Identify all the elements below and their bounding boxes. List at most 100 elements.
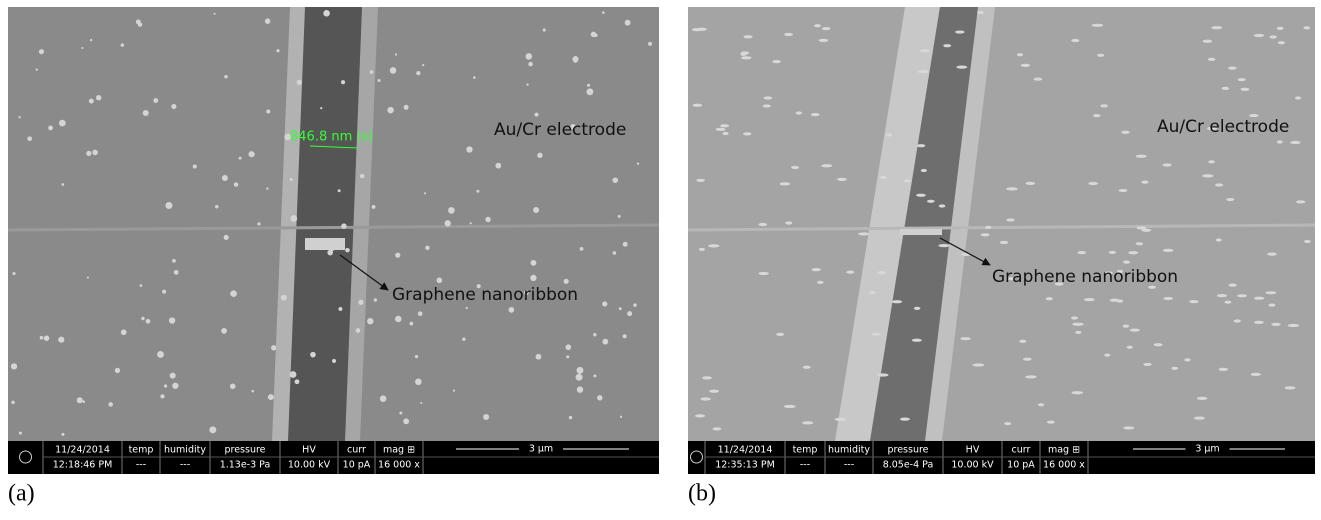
particle — [1088, 182, 1098, 185]
particle — [803, 366, 811, 369]
particle — [356, 328, 361, 333]
particle — [89, 99, 94, 104]
time: 12:35:13 PM — [715, 460, 775, 471]
particle — [370, 70, 374, 74]
particle — [61, 183, 64, 186]
particle — [209, 426, 216, 433]
particle — [338, 189, 341, 192]
particle — [537, 153, 542, 158]
particle — [1269, 35, 1276, 38]
field-header: mag ⊞ — [1048, 445, 1080, 456]
particle — [239, 157, 242, 160]
particle — [814, 24, 821, 27]
field-value: --- — [136, 460, 146, 471]
particle — [420, 402, 422, 404]
particle — [972, 363, 984, 366]
particle — [1097, 54, 1104, 57]
particle — [485, 217, 490, 222]
electrode-label: Au/Cr electrode — [494, 120, 626, 140]
particle — [146, 319, 151, 324]
particle — [483, 414, 489, 420]
field-header: temp — [129, 445, 154, 456]
particle — [602, 11, 605, 14]
particle — [320, 107, 322, 109]
field-value: 10.00 kV — [951, 460, 994, 471]
particle — [1110, 299, 1119, 302]
particle — [136, 19, 141, 24]
particle — [1295, 96, 1301, 99]
particle — [779, 182, 790, 185]
particle — [160, 394, 164, 398]
particle — [1046, 297, 1053, 300]
particle — [1238, 78, 1246, 81]
particle — [1234, 319, 1241, 322]
particle — [418, 311, 423, 316]
particle — [1123, 426, 1134, 429]
particle — [577, 386, 583, 392]
particle — [1278, 41, 1285, 44]
particle — [623, 242, 628, 247]
particle — [1019, 340, 1026, 343]
particle — [587, 88, 594, 95]
particle — [708, 244, 720, 247]
field-value: 16 000 x — [378, 460, 420, 471]
particle — [143, 110, 149, 116]
field-header: temp — [793, 445, 818, 456]
particle — [900, 417, 910, 420]
particle — [39, 49, 44, 54]
particle — [193, 164, 197, 168]
particle — [266, 187, 268, 189]
particle — [374, 298, 377, 301]
particle — [716, 128, 726, 131]
particle — [1228, 67, 1237, 70]
particle — [709, 390, 719, 393]
particle — [276, 49, 279, 52]
particle — [36, 68, 38, 70]
particle — [533, 207, 539, 213]
particle — [543, 28, 546, 31]
particle — [985, 226, 991, 229]
particle — [1075, 331, 1081, 334]
particle — [1267, 252, 1277, 255]
particle — [403, 418, 409, 424]
particle — [1143, 363, 1151, 366]
particle — [802, 421, 813, 424]
particle — [224, 75, 227, 78]
particle — [44, 335, 50, 341]
particle — [741, 51, 750, 54]
particle — [327, 250, 333, 256]
particle — [1121, 131, 1130, 134]
particle — [531, 260, 537, 266]
particle — [878, 271, 887, 274]
particle — [27, 136, 32, 141]
particle — [1251, 373, 1261, 376]
particle — [811, 268, 820, 271]
particle — [1119, 189, 1128, 192]
particle — [310, 352, 316, 358]
particle — [637, 162, 639, 164]
particle — [939, 204, 946, 207]
particle — [1006, 187, 1018, 190]
particle — [410, 322, 414, 326]
particle — [1285, 386, 1296, 389]
particle — [58, 337, 64, 343]
field-value: 8.05e-4 Pa — [883, 460, 934, 471]
particle — [466, 146, 472, 152]
particle — [19, 432, 22, 435]
particle — [892, 300, 903, 303]
particle — [722, 132, 728, 135]
field-value: 10 pA — [1007, 460, 1035, 471]
particle — [257, 222, 260, 225]
particle — [1215, 183, 1223, 186]
particle — [1268, 304, 1275, 307]
field-header: mag ⊞ — [383, 445, 415, 456]
particle — [341, 80, 345, 84]
particle — [153, 98, 158, 103]
field-value: --- — [844, 460, 854, 471]
particle — [1127, 346, 1133, 349]
particle — [162, 290, 166, 294]
particle — [1000, 241, 1009, 244]
particle — [712, 427, 721, 430]
particle — [1290, 141, 1300, 144]
particle — [290, 371, 297, 378]
